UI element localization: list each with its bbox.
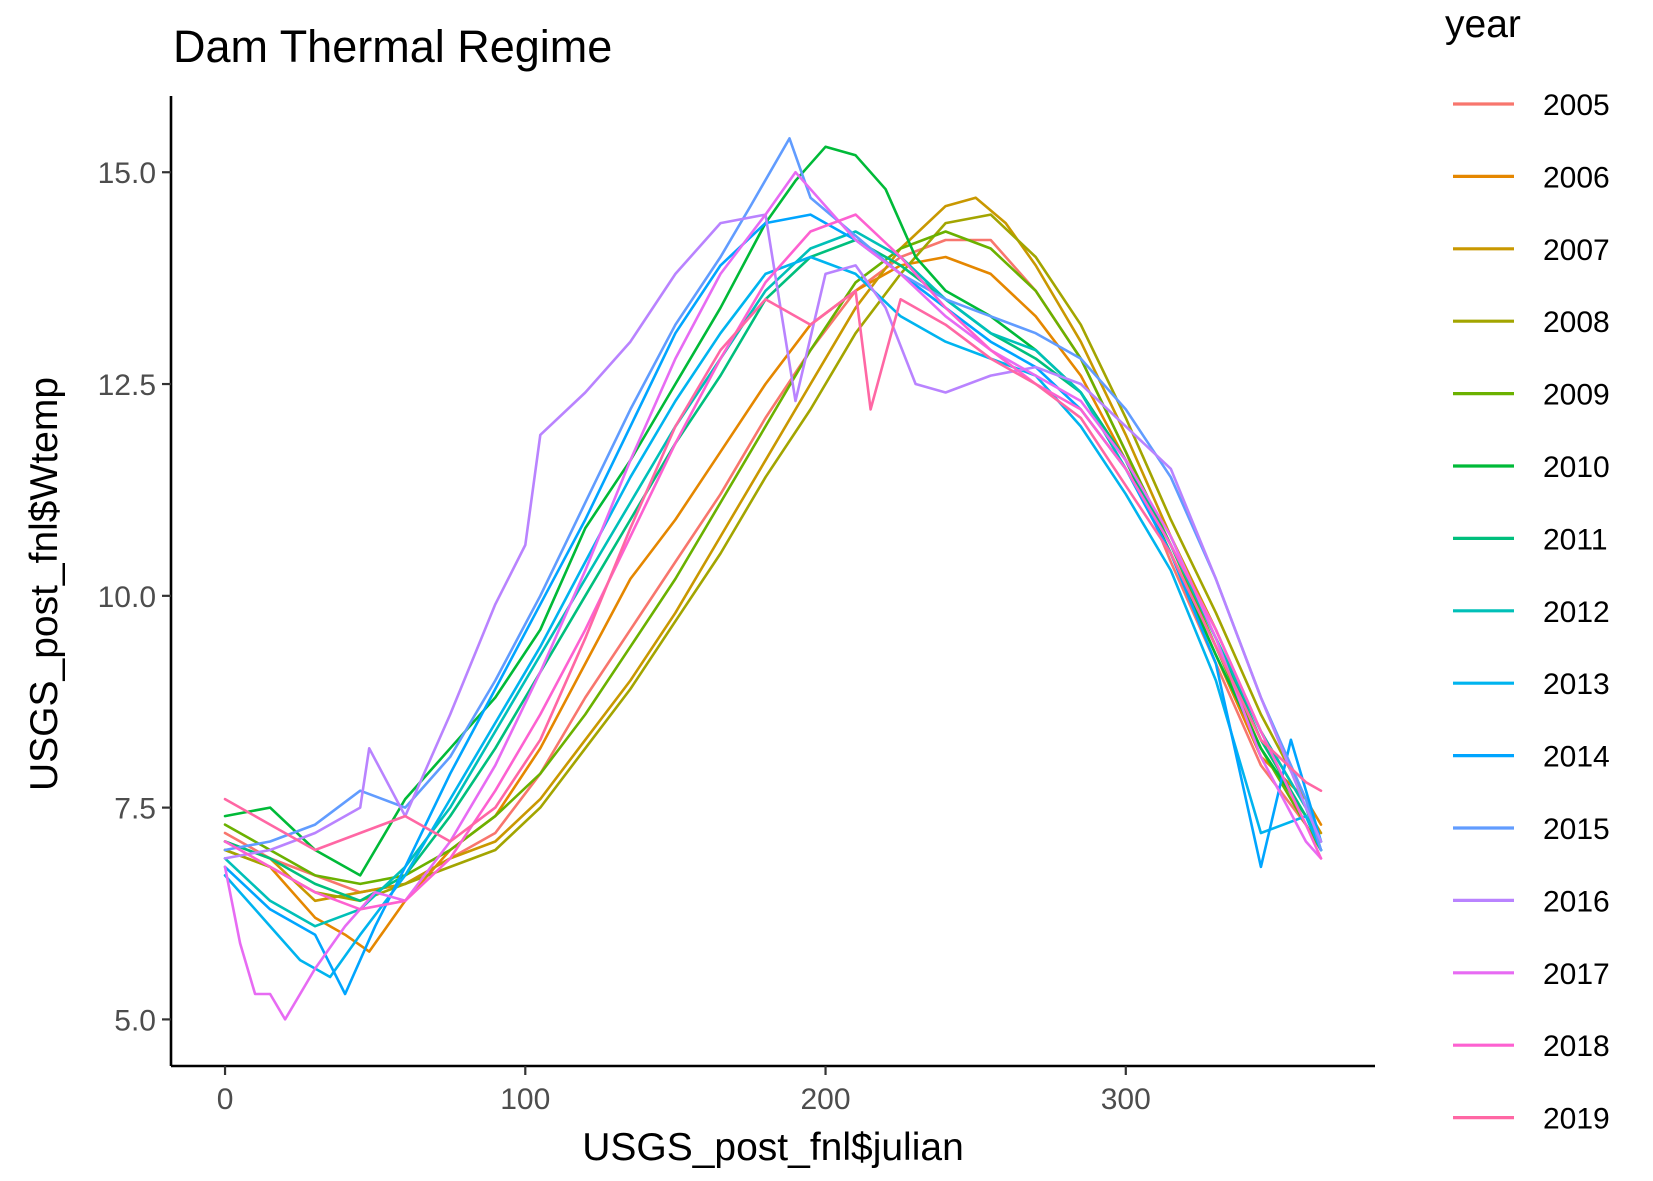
y-axis-title: USGS_post_fnl$Wtemp xyxy=(23,377,66,791)
y-tick-label: 15.0 xyxy=(98,157,156,190)
legend-label-2010: 2010 xyxy=(1543,451,1610,484)
series-line-2016 xyxy=(223,213,1323,860)
legend-label-2014: 2014 xyxy=(1543,741,1610,774)
series-line-2018 xyxy=(223,213,1323,911)
series-line-2015 xyxy=(223,137,1323,852)
legend-label-2016: 2016 xyxy=(1543,885,1610,918)
legend-label-2013: 2013 xyxy=(1543,668,1610,701)
y-tick-label: 7.5 xyxy=(114,793,156,826)
x-axis-title: USGS_post_fnl$julian xyxy=(582,1126,964,1169)
legend-label-2017: 2017 xyxy=(1543,958,1610,991)
legend-label-2006: 2006 xyxy=(1543,161,1610,194)
legend-label-2018: 2018 xyxy=(1543,1030,1610,1063)
ticks-layer: 0 100 200 300 5.0 7.5 10.0 12.5 15.0 xyxy=(98,157,1151,1116)
axes-layer xyxy=(169,96,1375,1068)
legend-label-2012: 2012 xyxy=(1543,596,1610,629)
series-line-2019 xyxy=(223,289,1323,852)
x-tick-label: 100 xyxy=(500,1083,550,1116)
series-layer xyxy=(223,137,1323,1021)
y-tick-label: 10.0 xyxy=(98,581,156,614)
series-line-2017 xyxy=(223,170,1323,1021)
series-line-2013 xyxy=(223,255,1323,979)
x-tick-label: 300 xyxy=(1101,1083,1151,1116)
series-line-2007 xyxy=(223,196,1323,903)
legend-label-2008: 2008 xyxy=(1543,306,1610,339)
series-line-2014 xyxy=(223,213,1323,996)
legend: year 2005 2006 2007 2008 2009 2010 2011 2012 201… xyxy=(1445,3,1610,1136)
x-tick-label: 200 xyxy=(801,1083,851,1116)
x-tick-label: 0 xyxy=(217,1083,234,1116)
series-line-2006 xyxy=(223,255,1323,953)
legend-label-2015: 2015 xyxy=(1543,813,1610,846)
legend-label-2007: 2007 xyxy=(1543,234,1610,267)
series-line-2005 xyxy=(223,238,1323,894)
series-line-2008 xyxy=(223,213,1323,903)
legend-label-2019: 2019 xyxy=(1543,1103,1610,1136)
chart-title: Dam Thermal Regime xyxy=(173,21,612,72)
y-tick-label: 12.5 xyxy=(98,369,156,402)
legend-label-2011: 2011 xyxy=(1543,523,1608,556)
legend-label-2005: 2005 xyxy=(1543,89,1610,122)
legend-title: year xyxy=(1445,3,1521,46)
y-tick-label: 5.0 xyxy=(114,1004,156,1037)
legend-label-2009: 2009 xyxy=(1543,379,1610,412)
